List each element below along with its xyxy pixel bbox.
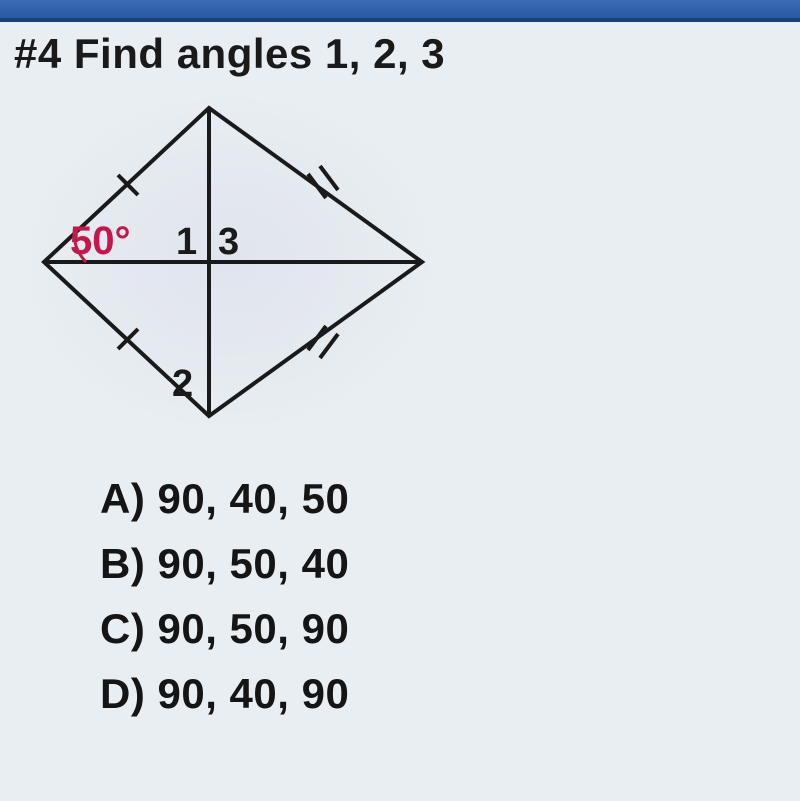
answer-choices: A) 90, 40, 50 B) 90, 50, 40 C) 90, 50, 9… <box>14 466 786 726</box>
window-titlebar <box>0 0 800 18</box>
known-angle-label: 50° <box>70 219 131 263</box>
tick-double-bottom-right <box>308 326 338 358</box>
answer-C[interactable]: C) 90, 50, 90 <box>100 596 786 661</box>
answer-B[interactable]: B) 90, 50, 40 <box>100 531 786 596</box>
tick-double-top-right <box>308 166 338 198</box>
angle-2-label: 2 <box>172 363 193 405</box>
question-title: #4 Find angles 1, 2, 3 <box>14 30 786 78</box>
answer-A[interactable]: A) 90, 40, 50 <box>100 466 786 531</box>
kite-svg: 50° 1 3 2 <box>14 86 444 438</box>
angle-1-label: 1 <box>176 221 197 263</box>
answer-D[interactable]: D) 90, 40, 90 <box>100 661 786 726</box>
kite-diagram: 50° 1 3 2 <box>14 86 444 438</box>
angle-3-label: 3 <box>218 221 239 263</box>
page-content: #4 Find angles 1, 2, 3 <box>0 22 800 726</box>
